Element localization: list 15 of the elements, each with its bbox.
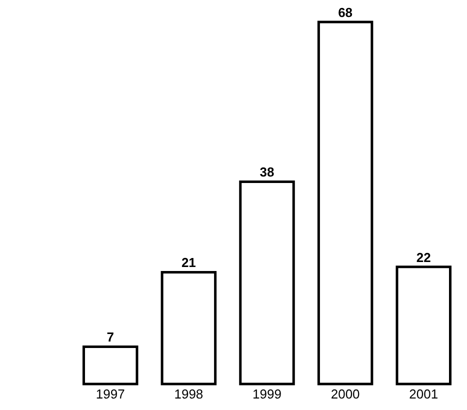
bar	[160, 270, 217, 386]
data-label: 21	[181, 255, 196, 270]
data-label: 22	[416, 250, 431, 265]
data-label: 68	[338, 5, 353, 20]
x-tick-label: 2001	[409, 386, 438, 402]
x-tick-label: 1997	[96, 386, 125, 402]
bar	[396, 266, 452, 386]
x-tick-label: 2000	[330, 386, 360, 402]
data-label: 38	[260, 164, 274, 180]
bar	[239, 180, 295, 386]
x-tick-label: 1998	[174, 386, 204, 402]
bar	[82, 345, 138, 386]
x-tick-label: 1999	[252, 386, 282, 402]
bar	[317, 20, 374, 386]
data-label: 7	[106, 330, 114, 345]
